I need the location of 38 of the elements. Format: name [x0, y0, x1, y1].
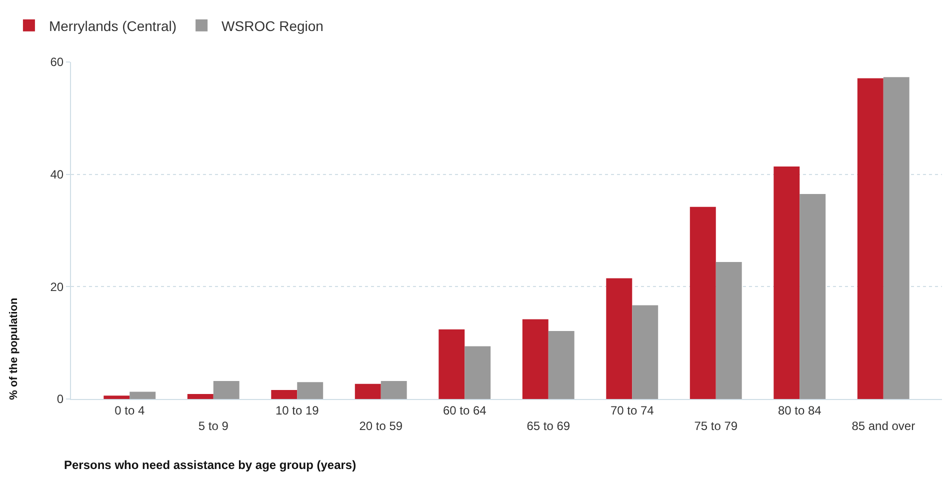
- y-tick-label: 60: [50, 55, 64, 70]
- bar: [800, 194, 826, 399]
- y-axis-title: % of the population: [8, 298, 20, 400]
- bar: [271, 390, 298, 399]
- x-tick-label: 20 to 59: [359, 419, 403, 433]
- bar: [104, 396, 130, 399]
- bar: [548, 331, 574, 399]
- x-tick-label: 5 to 9: [198, 419, 229, 433]
- bar: [354, 384, 381, 399]
- bar: [380, 381, 407, 399]
- x-tick-label: 65 to 69: [526, 419, 570, 433]
- bar: [464, 346, 491, 399]
- bar: [716, 262, 742, 399]
- bar: [297, 382, 324, 399]
- bar: [438, 329, 465, 399]
- bar: [857, 78, 884, 399]
- x-tick-label: 60 to 64: [442, 403, 487, 418]
- bar: [690, 206, 716, 399]
- x-tick-label: 75 to 79: [694, 419, 738, 433]
- x-tick-label: 70 to 74: [610, 403, 654, 418]
- bar: [606, 278, 632, 399]
- bar: [883, 77, 910, 399]
- x-tick-label: 0 to 4: [114, 403, 145, 418]
- y-tick-label: 20: [50, 280, 64, 294]
- bar: [632, 305, 658, 399]
- legend-label: Merrylands (Central): [48, 18, 177, 34]
- x-axis-title: Persons who need assistance by age group (years): [64, 458, 356, 472]
- legend-label: WSROC Region: [222, 18, 324, 34]
- bar: [213, 381, 240, 399]
- bar: [774, 166, 800, 399]
- bar: [130, 392, 156, 399]
- x-tick-label: 80 to 84: [778, 403, 822, 418]
- bar: [522, 319, 548, 399]
- y-tick-label: 0: [56, 392, 64, 406]
- x-tick-label: 10 to 19: [275, 403, 320, 418]
- x-tick-label: 85 and over: [852, 419, 916, 433]
- bar: [187, 394, 214, 399]
- y-tick-label: 40: [50, 168, 64, 182]
